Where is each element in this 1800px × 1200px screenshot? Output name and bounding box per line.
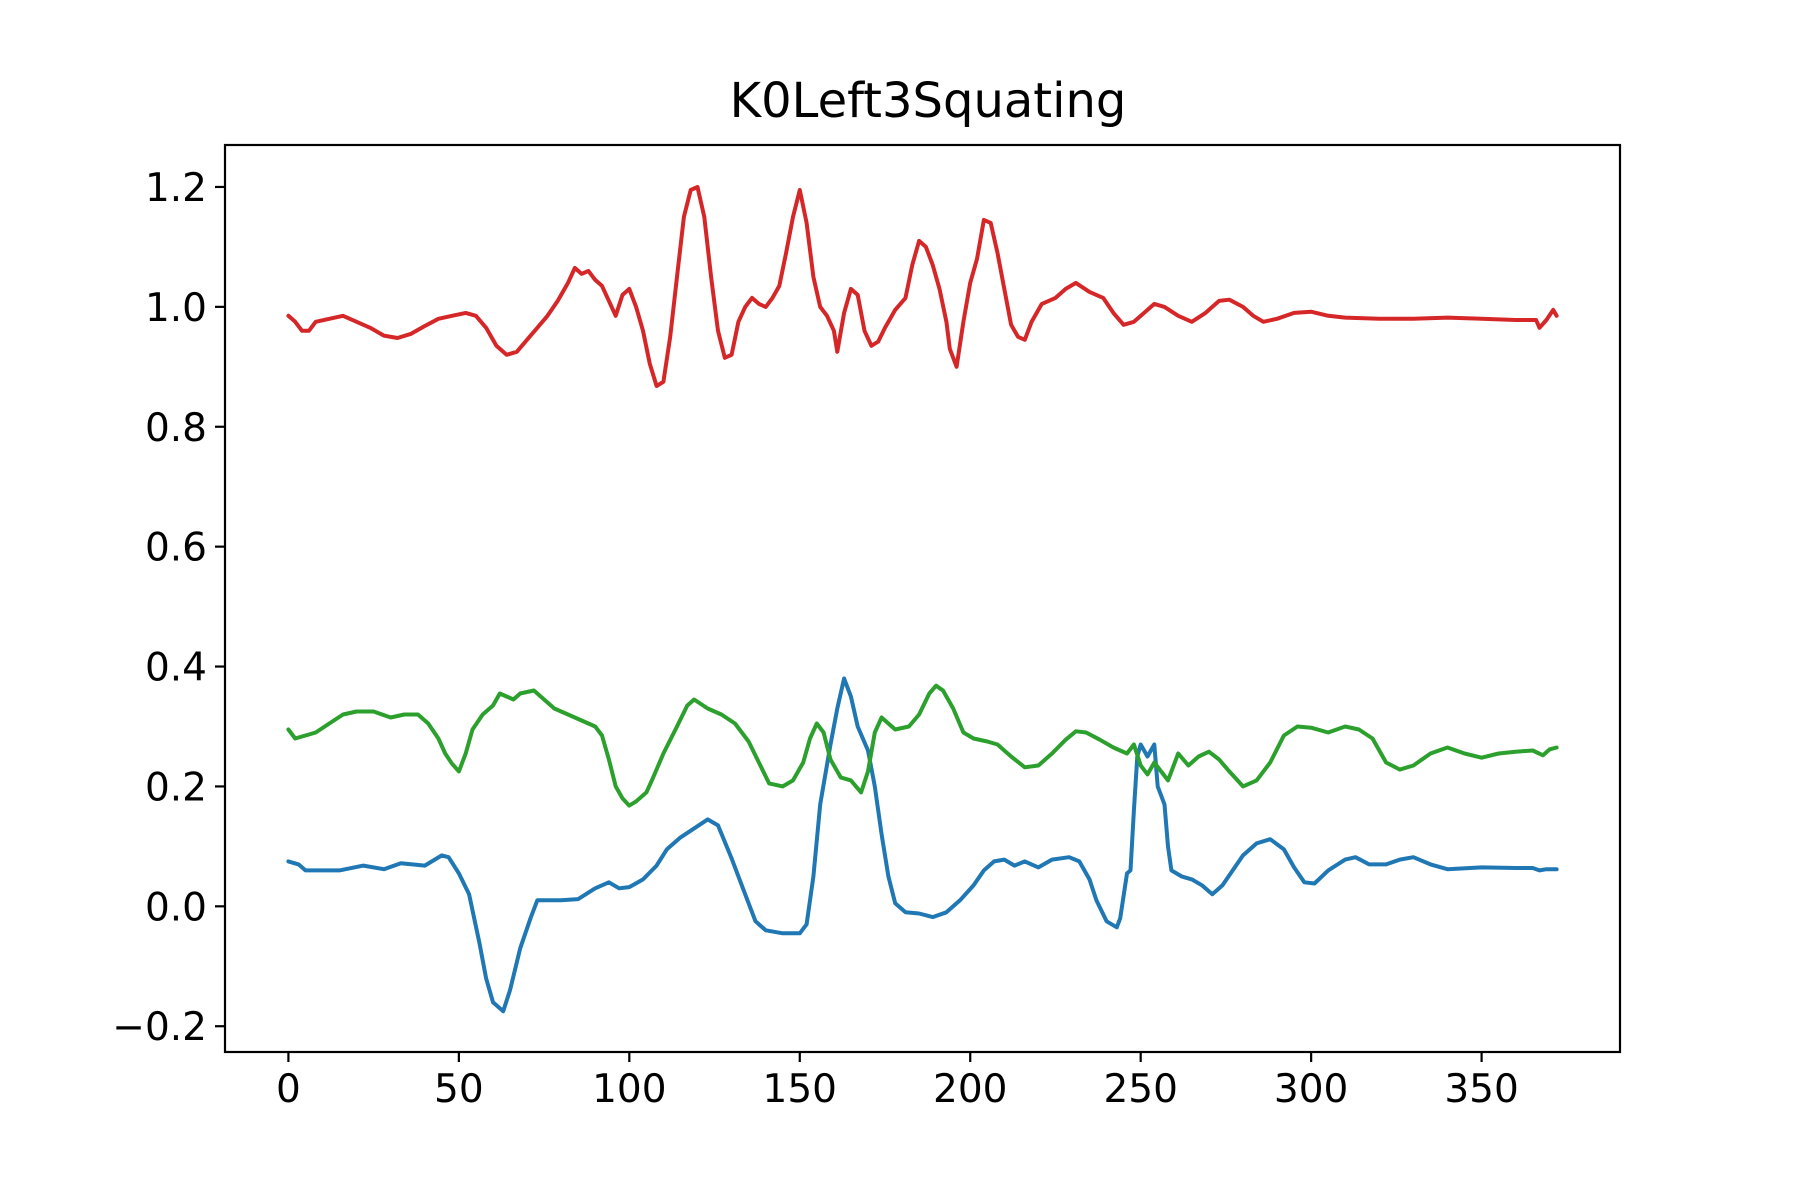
plot-frame <box>223 143 1622 1054</box>
y-tick-label: 1.2 <box>145 166 207 211</box>
y-tick-label: 0.8 <box>145 406 207 451</box>
x-tick-label: 150 <box>763 1067 837 1112</box>
x-tick-label: 300 <box>1274 1067 1348 1112</box>
y-tick-label: 0.2 <box>145 765 207 810</box>
y-tick-label: 1.0 <box>145 286 207 331</box>
series-line-2 <box>286 683 1559 808</box>
x-tick-label: 50 <box>434 1067 484 1112</box>
y-tick-label: 0.4 <box>145 646 207 691</box>
y-tick-label: 0.6 <box>145 526 207 571</box>
series-line-1 <box>286 676 1559 1014</box>
y-tick-label: −0.2 <box>112 1005 207 1050</box>
y-axis: −0.2 0.0 0.2 0.4 0.6 0.8 1.0 1.2 <box>112 166 225 1050</box>
x-tick-label: 200 <box>933 1067 1007 1112</box>
x-tick-label: 250 <box>1103 1067 1177 1112</box>
x-axis: 0 50 100 150 200 250 300 350 <box>276 1052 1519 1112</box>
series-layer <box>286 185 1559 1014</box>
x-tick-label: 100 <box>592 1067 666 1112</box>
y-tick-label: 0.0 <box>145 885 207 930</box>
chart-title: K0Left3Squating <box>730 73 1127 129</box>
series-line-3 <box>286 185 1559 388</box>
x-tick-label: 350 <box>1444 1067 1518 1112</box>
x-tick-label: 0 <box>276 1067 301 1112</box>
